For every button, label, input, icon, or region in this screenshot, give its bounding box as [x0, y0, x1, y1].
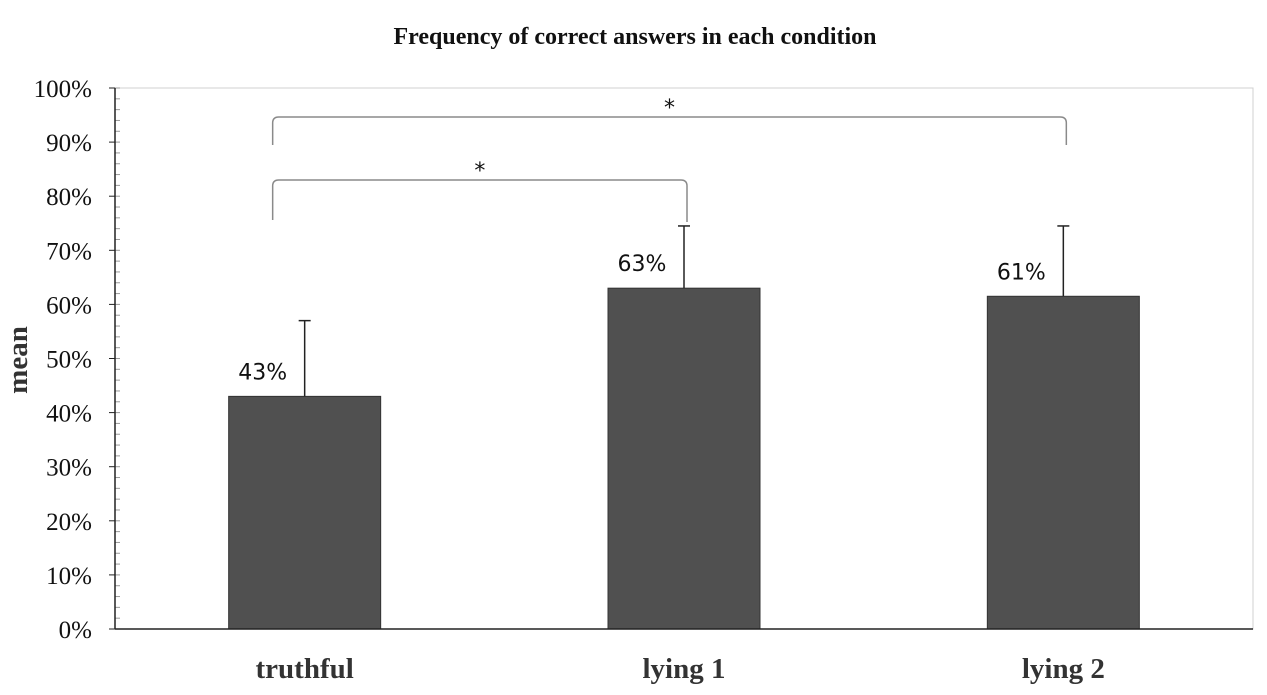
x-axis-tick-labels: truthful lying 1 lying 2	[256, 653, 1105, 685]
y-tick-label: 50%	[46, 347, 92, 374]
significance-bracket	[271, 179, 688, 222]
data-label: 43%	[238, 360, 287, 385]
y-axis-minor-ticks	[115, 87, 120, 630]
data-labels: 43% 63% 61%	[238, 252, 1046, 385]
data-label: 63%	[618, 252, 667, 277]
y-axis-label: mean	[2, 326, 34, 394]
chart-title: Frequency of correct answers in each con…	[393, 24, 876, 50]
significance-brackets: **	[271, 96, 1068, 222]
error-bars	[298, 225, 1070, 397]
y-tick-label: 90%	[46, 130, 92, 157]
bar-truthful	[228, 395, 382, 630]
y-tick-label: 0%	[59, 617, 92, 644]
significance-bracket	[271, 116, 1068, 145]
y-tick-label: 30%	[46, 455, 92, 482]
y-axis-tick-labels: 0% 10% 20% 30% 40% 50% 60% 70% 80% 90% 100%	[34, 76, 115, 644]
bars	[228, 287, 1140, 630]
y-tick-label: 70%	[46, 238, 92, 265]
x-tick-label: lying 2	[1022, 653, 1105, 685]
significance-star: *	[474, 159, 485, 184]
y-tick-label: 80%	[46, 184, 92, 211]
y-tick-label: 10%	[46, 563, 92, 590]
data-label: 61%	[997, 260, 1046, 285]
significance-star: *	[664, 96, 675, 121]
x-tick-label: lying 1	[643, 653, 726, 685]
y-tick-label: 100%	[34, 76, 92, 103]
bar-lying-1	[607, 287, 761, 630]
y-tick-label: 20%	[46, 509, 92, 536]
bar-lying-2	[986, 295, 1140, 630]
x-tick-label: truthful	[256, 653, 354, 685]
y-tick-label: 40%	[46, 401, 92, 428]
y-tick-label: 60%	[46, 292, 92, 319]
